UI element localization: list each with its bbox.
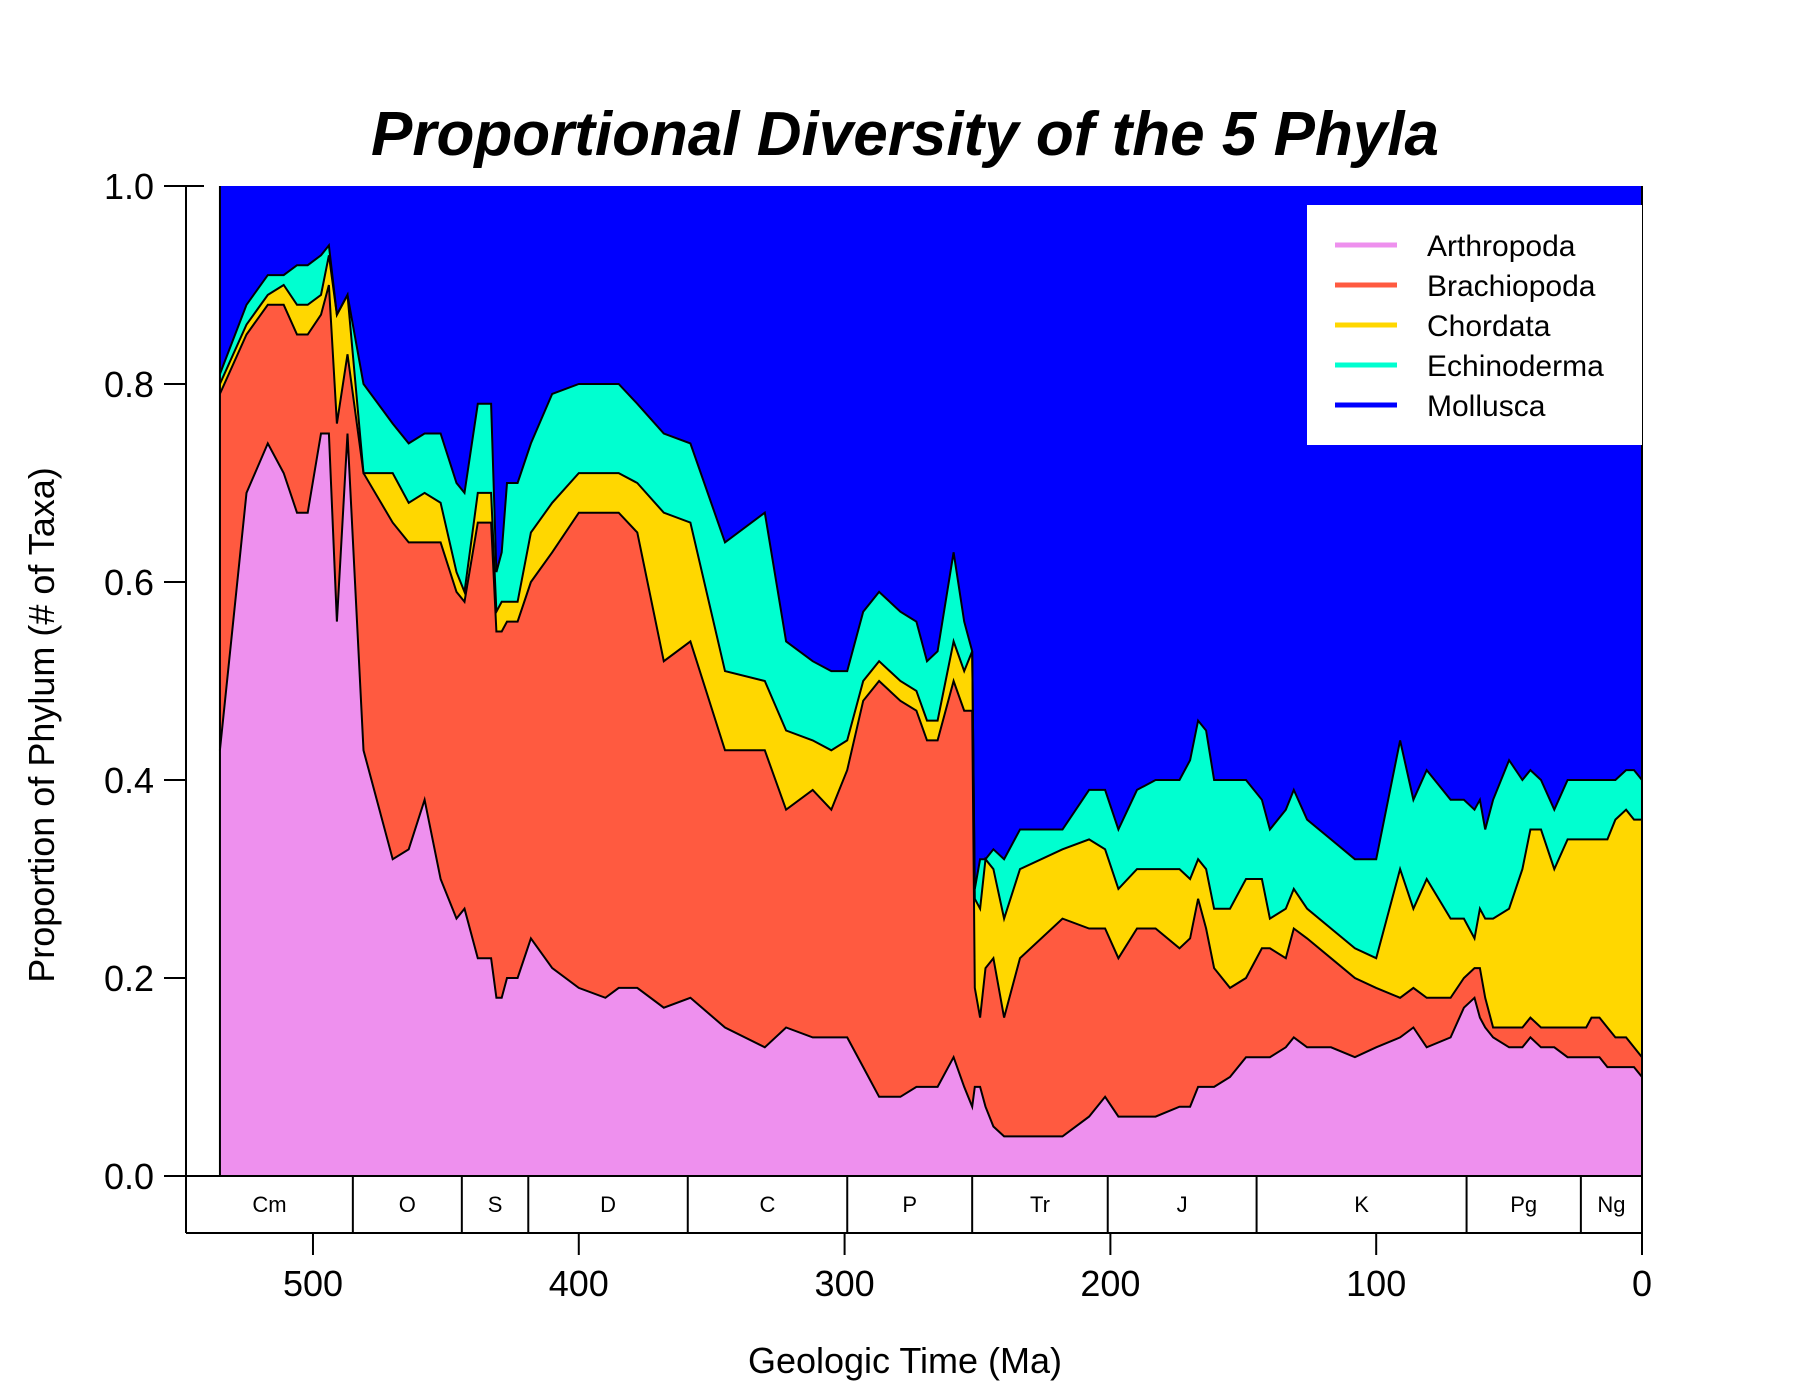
area-brachiopoda <box>219 285 1642 1137</box>
legend-label-brachiopoda: Brachiopoda <box>1427 270 1596 303</box>
x-tick-label: 500 <box>283 1263 343 1304</box>
area-arthropoda <box>219 433 1642 1176</box>
axes: 0.0 0.2 0.4 0.6 0.8 1.0 500 400 300 200 100 0 <box>104 166 1652 1304</box>
area-echinoderma <box>219 245 1642 959</box>
y-tick-label: 1.0 <box>104 166 154 207</box>
legend-label-chordata: Chordata <box>1427 310 1551 343</box>
period-label: C <box>760 1192 776 1217</box>
period-label: Cm <box>252 1192 286 1217</box>
legend-label-arthropoda: Arthropoda <box>1427 230 1576 263</box>
area-chordata <box>219 255 1642 1058</box>
boundary-arthropoda <box>218 432 1643 1138</box>
y-tick-label: 0.0 <box>104 1156 154 1197</box>
legend: Arthropoda Brachiopoda Chordata Echinoderma… <box>1307 205 1642 445</box>
legend-label-mollusca: Mollusca <box>1427 390 1546 423</box>
x-tick-label: 300 <box>815 1263 875 1304</box>
y-tick-label: 0.8 <box>104 364 154 405</box>
plot-areas <box>219 186 1642 1176</box>
period-label: Pg <box>1510 1192 1537 1217</box>
x-tick-label: 0 <box>1632 1263 1652 1304</box>
x-axis-label: Geologic Time (Ma) <box>748 1340 1062 1381</box>
y-tick-label: 0.4 <box>104 760 154 801</box>
x-tick-label: 200 <box>1080 1263 1140 1304</box>
y-axis-label: Proportion of Phylum (# of Taxa) <box>21 467 62 983</box>
x-tick-label: 100 <box>1346 1263 1406 1304</box>
period-label: D <box>600 1192 616 1217</box>
boundary-brachiopoda <box>218 284 1643 1058</box>
boundary-echinoderma <box>218 242 1643 890</box>
period-label: O <box>399 1192 416 1217</box>
period-label: K <box>1354 1192 1369 1217</box>
legend-label-echinoderma: Echinoderma <box>1427 350 1604 383</box>
plot-lines <box>218 186 1643 1176</box>
period-label: Ng <box>1597 1192 1625 1217</box>
chart-title: Proportional Diversity of the 5 Phyla <box>371 100 1439 169</box>
period-label: J <box>1177 1192 1188 1217</box>
geologic-period-bar: Cm O S D C P Tr J K Pg Ng <box>185 1176 1643 1233</box>
area-mollusca <box>219 186 1642 889</box>
x-tick-label: 400 <box>549 1263 609 1304</box>
period-label: S <box>488 1192 503 1217</box>
y-tick-label: 0.6 <box>104 562 154 603</box>
y-tick-label: 0.2 <box>104 958 154 999</box>
period-label: P <box>902 1192 917 1217</box>
period-label: Tr <box>1030 1192 1050 1217</box>
